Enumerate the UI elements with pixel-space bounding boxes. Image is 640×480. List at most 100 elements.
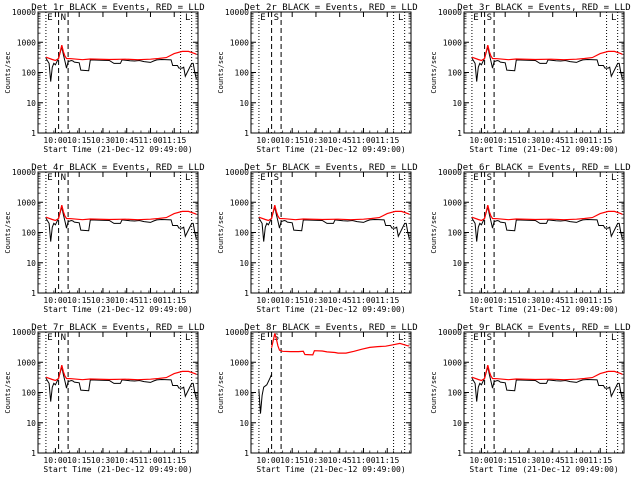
- y-tick-label: 10: [26, 259, 36, 268]
- marker-letter: E: [260, 173, 265, 183]
- x-tick-label: 11:00: [138, 296, 162, 305]
- y-tick-label: 10: [239, 419, 249, 428]
- x-axis-label: Start Time (21-Dec-12 09:49:00): [256, 465, 405, 474]
- marker-letter: E: [47, 13, 52, 23]
- x-tick-label: 11:15: [588, 296, 612, 305]
- x-tick-label: 10:30: [91, 456, 115, 465]
- chart-panel-1: Det 1r BLACK = Events, RED = LLD 1 10 100 10…: [4, 3, 205, 154]
- x-tick-label: 11:00: [351, 296, 375, 305]
- marker-letter: L: [611, 173, 616, 183]
- y-axis-label: Counts/sec: [4, 51, 12, 93]
- plot-frame: [250, 171, 412, 294]
- plot-frame: [250, 11, 412, 134]
- marker-letter: E: [260, 333, 265, 343]
- x-axis-label: Start Time (21-Dec-12 09:49:00): [469, 145, 618, 154]
- x-tick-label: 11:15: [588, 456, 612, 465]
- y-tick-label: 1000: [230, 38, 249, 47]
- chart-title: Det 3r BLACK = Events, RED = LLD: [457, 3, 630, 13]
- marker-letter: S: [274, 173, 279, 183]
- chart-panel-5: Det 5r BLACK = Events, RED = LLD 1 10 100 10…: [217, 163, 418, 314]
- x-tick-label: 10:45: [541, 456, 565, 465]
- y-tick-label: 1: [31, 289, 36, 298]
- x-tick-label: 10:15: [67, 296, 91, 305]
- plot-frame: [37, 11, 199, 134]
- chart-panel-8: Det 8r BLACK = Events, RED = LLD 1 10 100 10…: [217, 323, 418, 474]
- marker-letter: L: [611, 333, 616, 343]
- x-tick-label: 10:15: [493, 296, 517, 305]
- x-tick-label: 10:15: [493, 456, 517, 465]
- x-axis-label: Start Time (21-Dec-12 09:49:00): [43, 305, 192, 314]
- y-tick-label: 10000: [12, 328, 36, 337]
- x-tick-label: 10:30: [517, 296, 541, 305]
- x-tick-label: 10:00: [256, 136, 280, 145]
- x-tick-label: 10:00: [469, 136, 493, 145]
- y-tick-label: 1: [457, 129, 462, 138]
- lld-series-line: [258, 205, 410, 222]
- x-tick-label: 10:00: [43, 296, 67, 305]
- y-tick-label: 10000: [438, 8, 462, 17]
- x-tick-label: 10:15: [280, 456, 304, 465]
- events-series-line: [258, 374, 273, 414]
- x-tick-label: 11:15: [375, 136, 399, 145]
- x-tick-label: 10:45: [328, 136, 352, 145]
- x-tick-label: 11:15: [375, 296, 399, 305]
- marker-letter: E: [260, 13, 265, 23]
- y-tick-label: 1000: [17, 38, 36, 47]
- x-tick-label: 10:15: [67, 136, 91, 145]
- lld-series-line: [45, 365, 197, 382]
- y-tick-label: 1000: [17, 358, 36, 367]
- chart-title: Det 2r BLACK = Events, RED = LLD: [244, 3, 417, 13]
- x-tick-label: 10:00: [256, 296, 280, 305]
- x-axis-label: Start Time (21-Dec-12 09:49:00): [256, 305, 405, 314]
- x-tick-label: 11:00: [564, 456, 588, 465]
- y-tick-label: 100: [235, 69, 250, 78]
- lld-series-line: [471, 205, 623, 222]
- y-tick-label: 10000: [438, 328, 462, 337]
- y-axis-label: Counts/sec: [217, 211, 225, 253]
- x-tick-label: 10:15: [280, 136, 304, 145]
- x-tick-label: 11:00: [564, 136, 588, 145]
- x-tick-label: 11:15: [162, 136, 186, 145]
- y-tick-label: 10000: [438, 168, 462, 177]
- x-tick-label: 10:45: [115, 296, 139, 305]
- chart-title: Det 6r BLACK = Events, RED = LLD: [457, 163, 630, 173]
- x-tick-label: 10:15: [493, 136, 517, 145]
- x-tick-label: 11:00: [138, 456, 162, 465]
- y-tick-label: 10000: [225, 8, 249, 17]
- y-tick-label: 10: [452, 99, 462, 108]
- y-tick-label: 10: [239, 259, 249, 268]
- x-tick-label: 10:45: [115, 136, 139, 145]
- x-tick-label: 10:45: [115, 456, 139, 465]
- plot-frame: [463, 331, 625, 454]
- marker-letter: N: [61, 333, 66, 343]
- y-tick-label: 1: [244, 129, 249, 138]
- y-tick-label: 100: [235, 389, 250, 398]
- marker-letter: L: [185, 333, 190, 343]
- x-tick-label: 10:30: [517, 136, 541, 145]
- x-tick-label: 11:00: [138, 136, 162, 145]
- x-tick-label: 11:00: [564, 296, 588, 305]
- y-tick-label: 10000: [225, 168, 249, 177]
- x-tick-label: 11:00: [351, 136, 375, 145]
- y-tick-label: 10: [239, 99, 249, 108]
- y-tick-label: 10000: [12, 8, 36, 17]
- y-tick-label: 100: [235, 229, 250, 238]
- x-tick-label: 11:00: [351, 456, 375, 465]
- lld-series-line: [471, 45, 623, 62]
- marker-letter: N: [61, 13, 66, 23]
- y-tick-label: 100: [448, 389, 463, 398]
- x-tick-label: 10:30: [304, 456, 328, 465]
- chart-panel-7: Det 7r BLACK = Events, RED = LLD 1 10 100 10…: [4, 323, 205, 474]
- x-tick-label: 10:30: [304, 136, 328, 145]
- chart-title: Det 4r BLACK = Events, RED = LLD: [31, 163, 204, 173]
- y-tick-label: 1000: [443, 38, 462, 47]
- x-tick-label: 10:45: [328, 456, 352, 465]
- y-tick-label: 100: [448, 229, 463, 238]
- y-axis-label: Counts/sec: [217, 51, 225, 93]
- marker-letter: S: [487, 173, 492, 183]
- y-tick-label: 10000: [12, 168, 36, 177]
- chart-title: Det 9r BLACK = Events, RED = LLD: [457, 323, 630, 333]
- x-tick-label: 10:30: [517, 456, 541, 465]
- y-tick-label: 1: [244, 449, 249, 458]
- y-axis-label: Counts/sec: [430, 371, 438, 413]
